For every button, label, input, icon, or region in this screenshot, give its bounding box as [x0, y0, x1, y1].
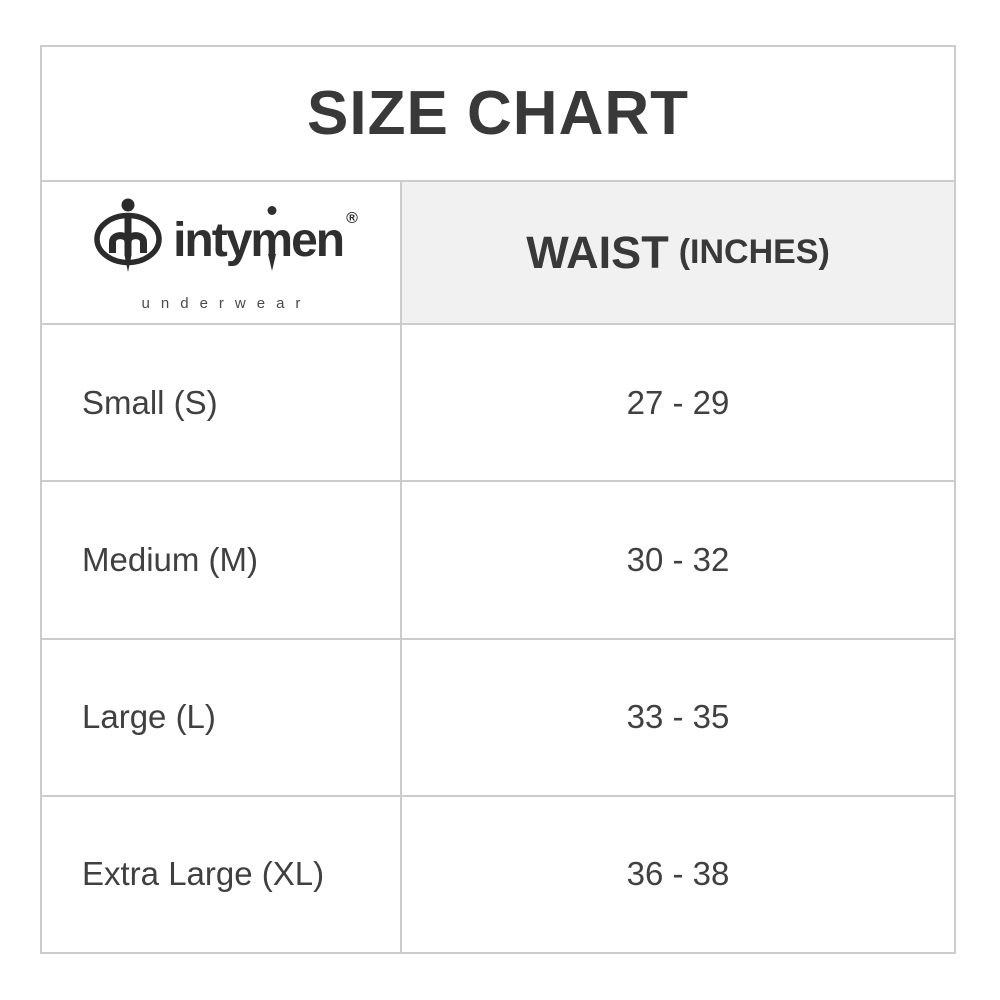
- page-title: SIZE CHART: [307, 79, 689, 148]
- title-row: SIZE CHART: [42, 47, 954, 180]
- table-row-medium-waist: 30 - 32: [400, 480, 954, 638]
- size-label: Large (L): [82, 698, 216, 736]
- intymen-man-icon: [94, 198, 162, 272]
- wordmark-dotted-m: m: [250, 213, 293, 267]
- intymen-logo: intymen ® underwear: [87, 194, 358, 312]
- waist-value: 27 - 29: [626, 383, 730, 421]
- size-chart-table: SIZE CHART intymen ® underwear: [40, 45, 956, 954]
- table-row-medium-label: Medium (M): [42, 480, 400, 637]
- waist-column-label: WAIST: [526, 226, 669, 278]
- brand-wordmark: intymen ®: [173, 210, 358, 267]
- brand-logo-cell: intymen ® underwear: [42, 180, 400, 323]
- logo-row: intymen ®: [87, 194, 358, 286]
- wordmark-pre: inty: [173, 213, 252, 267]
- table-row-large-waist: 33 - 35: [400, 637, 954, 795]
- table-row-small-label: Small (S): [42, 323, 400, 480]
- size-label: Small (S): [82, 383, 218, 421]
- table-row-large-label: Large (L): [42, 637, 400, 795]
- registered-trademark-icon: ®: [346, 209, 358, 227]
- size-label: Medium (M): [82, 540, 259, 578]
- waist-header-cell: WAIST (INCHES): [400, 180, 954, 323]
- waist-column-unit: (INCHES): [678, 233, 830, 271]
- waist-value: 30 - 32: [626, 540, 730, 578]
- waist-value: 36 - 38: [626, 855, 730, 893]
- table-row-small-waist: 27 - 29: [400, 323, 954, 481]
- size-label: Extra Large (XL): [82, 855, 325, 893]
- table-row-xl-label: Extra Large (XL): [42, 794, 400, 952]
- brand-tagline: underwear: [141, 294, 312, 312]
- waist-value: 33 - 35: [626, 698, 730, 736]
- wordmark-post: en: [291, 213, 345, 267]
- table-row-xl-waist: 36 - 38: [400, 794, 954, 952]
